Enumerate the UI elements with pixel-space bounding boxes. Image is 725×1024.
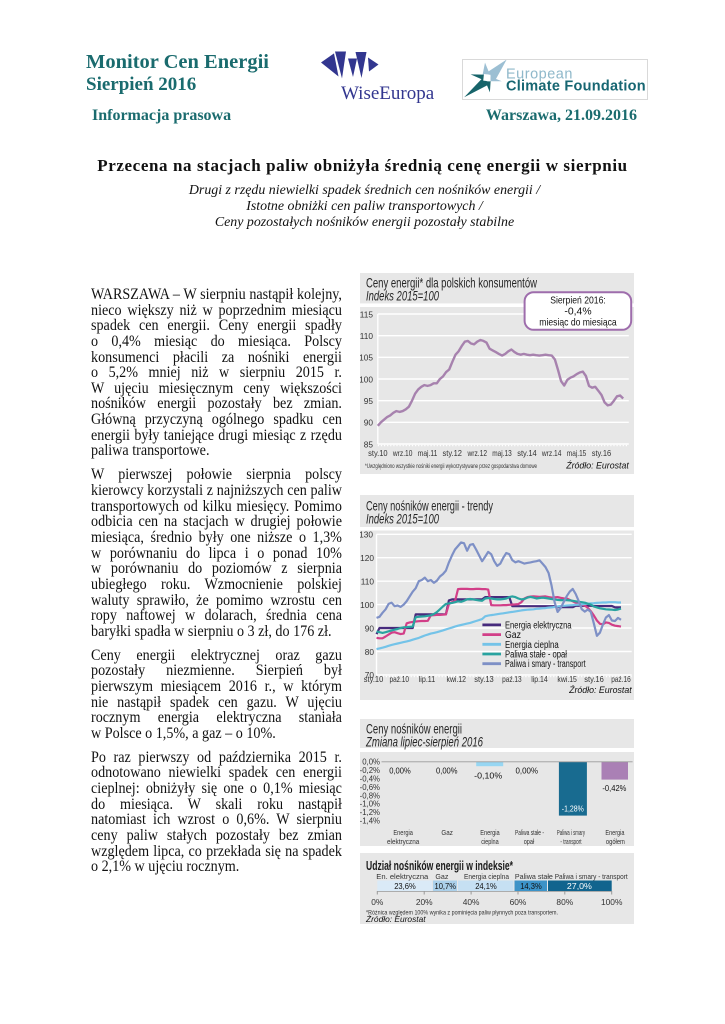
svg-text:10,7%: 10,7% bbox=[435, 881, 457, 891]
svg-text:85: 85 bbox=[364, 439, 374, 449]
svg-text:0,00%: 0,00% bbox=[436, 767, 458, 776]
svg-text:sty.14: sty.14 bbox=[517, 448, 537, 458]
svg-text:Zmiana lipiec-sierpień 2016: Zmiana lipiec-sierpień 2016 bbox=[365, 735, 483, 750]
svg-text:sty.12: sty.12 bbox=[443, 448, 463, 458]
svg-text:0%: 0% bbox=[371, 897, 384, 907]
svg-text:Energia cieplna: Energia cieplna bbox=[464, 872, 510, 881]
svg-text:110: 110 bbox=[360, 331, 373, 341]
svg-text:27,0%: 27,0% bbox=[567, 881, 593, 891]
svg-text:110: 110 bbox=[361, 577, 375, 587]
svg-text:wrz.12: wrz.12 bbox=[467, 448, 488, 458]
svg-text:Energia cieplna: Energia cieplna bbox=[505, 640, 559, 651]
svg-text:Gaz: Gaz bbox=[505, 630, 521, 641]
svg-text:miesiąc do miesiąca: miesiąc do miesiąca bbox=[539, 318, 617, 329]
svg-text:Energia: Energia bbox=[480, 828, 500, 837]
svg-text:maj.11: maj.11 bbox=[418, 448, 438, 458]
svg-text:-1,0%: -1,0% bbox=[360, 800, 380, 809]
svg-text:Indeks 2015=100: Indeks 2015=100 bbox=[366, 289, 439, 304]
svg-text:kwi.15: kwi.15 bbox=[557, 674, 577, 684]
svg-text:24,1%: 24,1% bbox=[475, 881, 497, 891]
svg-text:100%: 100% bbox=[601, 897, 623, 907]
svg-text:sty.10: sty.10 bbox=[368, 448, 388, 458]
svg-text:En. elektryczna: En. elektryczna bbox=[376, 872, 429, 881]
svg-text:Źródło: Eurostat: Źródło: Eurostat bbox=[365, 914, 426, 924]
svg-text:lip.14: lip.14 bbox=[531, 674, 548, 684]
svg-text:lip.11: lip.11 bbox=[419, 674, 436, 684]
svg-text:Paliwa stałe - opał: Paliwa stałe - opał bbox=[505, 650, 568, 661]
svg-text:105: 105 bbox=[360, 353, 373, 363]
svg-text:Energia elektryczna: Energia elektryczna bbox=[505, 620, 572, 631]
svg-text:Climate Foundation: Climate Foundation bbox=[506, 79, 646, 95]
svg-text:-1,4%: -1,4% bbox=[360, 817, 380, 826]
svg-text:wrz.14: wrz.14 bbox=[541, 448, 562, 458]
svg-text:70: 70 bbox=[365, 670, 375, 680]
svg-text:Paliwa stałe -: Paliwa stałe - bbox=[515, 828, 544, 837]
svg-text:80%: 80% bbox=[556, 897, 573, 907]
svg-text:-0,2%: -0,2% bbox=[360, 766, 380, 775]
svg-text:cieplna: cieplna bbox=[481, 837, 499, 846]
svg-text:- transport: - transport bbox=[560, 837, 581, 846]
svg-text:Indeks 2015=100: Indeks 2015=100 bbox=[366, 512, 439, 527]
svg-text:kwi.12: kwi.12 bbox=[447, 674, 467, 684]
svg-text:paź.10: paź.10 bbox=[390, 674, 410, 684]
svg-text:120: 120 bbox=[360, 553, 374, 563]
svg-text:opał: opał bbox=[524, 837, 535, 846]
svg-text:maj.13: maj.13 bbox=[492, 448, 512, 458]
svg-text:*Różnica względem 100% wynika: *Różnica względem 100% wynika z pominięc… bbox=[366, 910, 558, 917]
svg-text:0,0%: 0,0% bbox=[362, 758, 380, 767]
svg-text:-0,6%: -0,6% bbox=[360, 783, 380, 792]
svg-text:Ceny nośników energii - trendy: Ceny nośników energii - trendy bbox=[366, 499, 493, 514]
svg-text:23,6%: 23,6% bbox=[394, 881, 416, 891]
svg-text:40%: 40% bbox=[463, 897, 480, 907]
svg-text:Sierpień 2016:: Sierpień 2016: bbox=[550, 296, 606, 307]
svg-text:Paliwa i smary - transport: Paliwa i smary - transport bbox=[555, 872, 628, 881]
svg-text:-0,4%: -0,4% bbox=[360, 775, 380, 784]
svg-text:20%: 20% bbox=[416, 897, 433, 907]
svg-text:-1,2%: -1,2% bbox=[360, 808, 380, 817]
svg-text:-0,4%: -0,4% bbox=[564, 307, 591, 318]
svg-text:Gaz: Gaz bbox=[435, 872, 448, 881]
svg-text:Paliwa i smary - transport: Paliwa i smary - transport bbox=[505, 659, 586, 670]
svg-text:60%: 60% bbox=[510, 897, 527, 907]
svg-text:0,00%: 0,00% bbox=[516, 767, 539, 776]
svg-text:-0,8%: -0,8% bbox=[360, 791, 380, 800]
svg-text:sty.16: sty.16 bbox=[592, 448, 612, 458]
svg-text:WiseEuropa: WiseEuropa bbox=[341, 83, 435, 104]
svg-text:maj.15: maj.15 bbox=[567, 448, 587, 458]
svg-text:sty.16: sty.16 bbox=[584, 674, 604, 684]
svg-text:wrz.10: wrz.10 bbox=[392, 448, 413, 458]
svg-text:100: 100 bbox=[360, 374, 373, 384]
svg-text:14,3%: 14,3% bbox=[520, 881, 542, 891]
svg-text:Gaz: Gaz bbox=[441, 828, 453, 837]
svg-text:sty.13: sty.13 bbox=[474, 674, 494, 684]
svg-text:Paliwa i smary: Paliwa i smary bbox=[557, 828, 585, 837]
svg-text:ogółem: ogółem bbox=[606, 837, 625, 846]
svg-text:Energia: Energia bbox=[605, 828, 625, 837]
svg-text:paź.16: paź.16 bbox=[611, 674, 631, 684]
svg-text:100: 100 bbox=[360, 600, 374, 610]
svg-text:European: European bbox=[506, 66, 573, 82]
svg-text:-1,28%: -1,28% bbox=[562, 805, 584, 814]
svg-text:95: 95 bbox=[364, 396, 374, 406]
svg-text:80: 80 bbox=[365, 647, 375, 657]
svg-text:0,00%: 0,00% bbox=[389, 767, 411, 776]
svg-text:*Uwzględniono wszystkie nośnik: *Uwzględniono wszystkie nośniki energii … bbox=[365, 463, 537, 470]
svg-text:130: 130 bbox=[360, 530, 373, 540]
svg-text:sty.10: sty.10 bbox=[364, 674, 384, 684]
svg-text:Źródło: Eurostat: Źródło: Eurostat bbox=[565, 461, 629, 471]
svg-text:115: 115 bbox=[360, 309, 373, 319]
svg-text:Ceny energii* dla polskich kon: Ceny energii* dla polskich konsumentów bbox=[366, 276, 537, 291]
svg-text:Energia: Energia bbox=[393, 828, 413, 837]
svg-text:-0,42%: -0,42% bbox=[602, 784, 626, 793]
svg-text:Udział nośników energii w inde: Udział nośników energii w indeksie* bbox=[366, 859, 513, 873]
svg-text:90: 90 bbox=[364, 418, 374, 428]
svg-text:elektryczna: elektryczna bbox=[387, 837, 420, 846]
svg-text:Źródło: Eurostat: Źródło: Eurostat bbox=[568, 685, 632, 695]
svg-text:-0,10%: -0,10% bbox=[474, 772, 502, 781]
svg-text:90: 90 bbox=[365, 623, 375, 633]
svg-text:Ceny nośników energii: Ceny nośników energii bbox=[366, 722, 462, 737]
svg-text:paź.13: paź.13 bbox=[502, 674, 522, 684]
svg-text:Paliwa stałe: Paliwa stałe bbox=[515, 872, 553, 881]
